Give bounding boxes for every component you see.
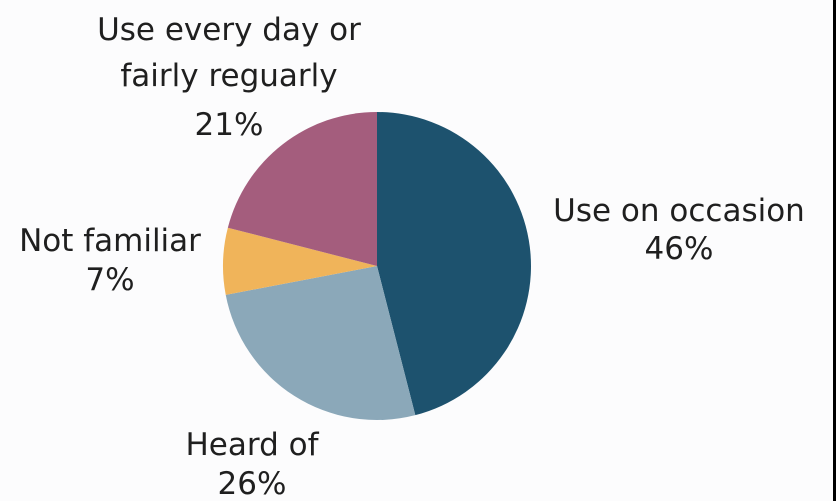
pie-slice-use-every-day-or-fairly-reguarly [227, 112, 377, 266]
pie-slices [223, 112, 531, 420]
slice-label-not-familiar: Not familiar [19, 223, 201, 259]
slice-value-use-every-day: 21% [195, 107, 264, 143]
pie-slice-not-familiar [223, 227, 377, 295]
slice-label-use-on-occasion: Use on occasion [553, 193, 805, 229]
slice-value-not-familiar: 7% [85, 262, 134, 298]
slice-label-use-every-day-line1: Use every day or [97, 12, 361, 48]
pie-slice-use-on-occasion [377, 112, 531, 416]
pie-slice-heard-of [225, 266, 416, 420]
slice-label-use-every-day-line2: fairly reguarly [120, 58, 337, 94]
slice-label-heard-of: Heard of [186, 427, 320, 463]
slice-value-use-on-occasion: 46% [645, 231, 714, 267]
slice-value-heard-of: 26% [218, 466, 287, 501]
window-edge [833, 0, 836, 501]
